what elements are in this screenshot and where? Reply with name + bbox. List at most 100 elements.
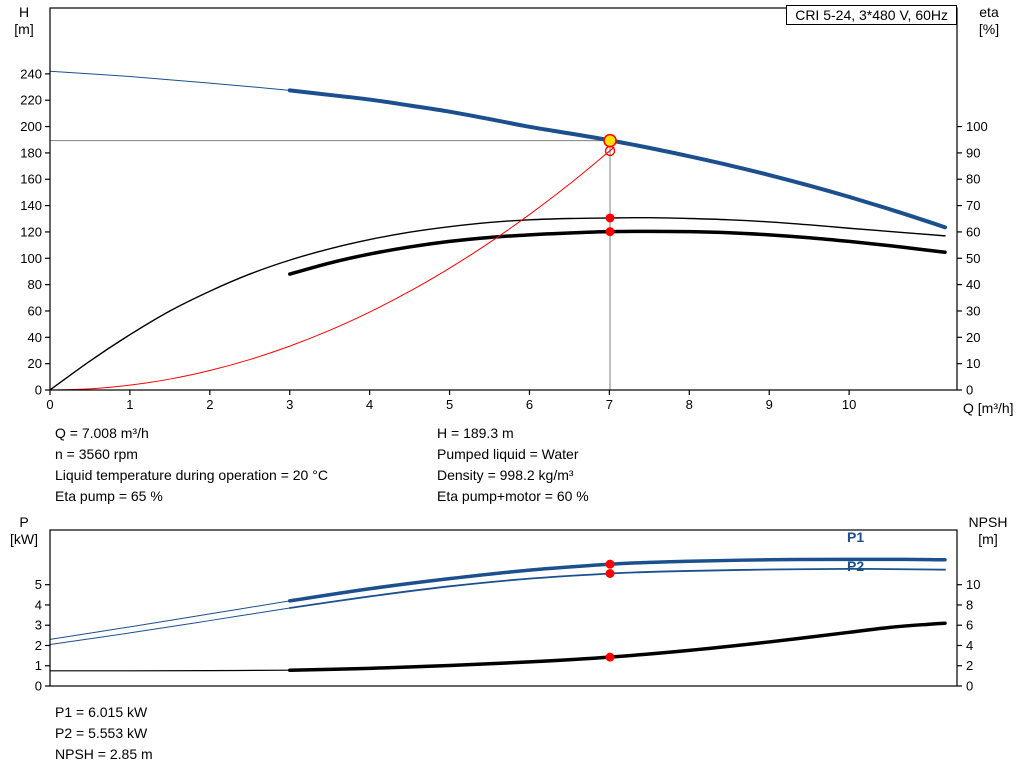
y-left-tick-label: 3: [35, 618, 42, 633]
x-tick-label: 4: [366, 397, 373, 412]
y-left-tick-label: 220: [20, 93, 42, 108]
info-liquid-temp: Liquid temperature during operation = 20…: [55, 467, 328, 483]
x-tick-label: 8: [686, 397, 693, 412]
y-right-tick-label: 20: [966, 330, 980, 345]
info-n: n = 3560 rpm: [55, 446, 138, 462]
y-left-tick-label: 120: [20, 224, 42, 239]
y-left-tick-label: 160: [20, 172, 42, 187]
y-right-tick-label: 60: [966, 224, 980, 239]
y-left-tick-label: 40: [28, 330, 42, 345]
y-right-tick-label: 90: [966, 145, 980, 160]
info-p2: P2 = 5.553 kW: [55, 725, 148, 741]
y-right-tick-label: 40: [966, 277, 980, 292]
y-left-tick-label: 80: [28, 277, 42, 292]
y-left-tick-label: 60: [28, 303, 42, 318]
info-eta-pump-motor: Eta pump+motor = 60 %: [437, 488, 589, 504]
duty-point[interactable]: [603, 133, 617, 148]
duty-info-left: Q = 7.008 m³/h n = 3560 rpm Liquid tempe…: [55, 423, 328, 507]
y-left-tick-label: 20: [28, 356, 42, 371]
duty-info-right: H = 189.3 m Pumped liquid = Water Densit…: [437, 423, 589, 507]
p1-curve-extension: [49, 600, 291, 640]
chart-1: 0204060801001201401601802002202400102030…: [20, 7, 988, 412]
x-tick-label: 2: [206, 397, 213, 412]
chart-2: 0 1 2 3 4 5 0 2 4 6 8 10: [35, 529, 980, 694]
eta-pump-motor-curve: [287, 229, 947, 276]
y-left-tick-label: 140: [20, 198, 42, 213]
h-axis-label-symbol: H: [18, 4, 30, 20]
y-left-tick-label: 2: [35, 638, 42, 653]
y-right-tick-label: 8: [966, 597, 973, 612]
p-axis-label-unit: [kW]: [10, 531, 38, 547]
eta-axis-label-unit: [%]: [978, 21, 1000, 37]
eta-axis-label-symbol: eta: [979, 4, 999, 20]
power-npsh-plot-area[interactable]: [49, 529, 958, 687]
y-left-tick-label: 0: [35, 679, 42, 694]
npsh-axis-label-unit: [m]: [978, 531, 998, 547]
npsh-curve-extension: [49, 669, 291, 672]
p-axis-label-symbol: P: [19, 514, 29, 530]
x-tick-label: 7: [606, 397, 613, 412]
chart-title-box: CRI 5-24, 3*480 V, 60Hz: [786, 5, 957, 25]
info-h: H = 189.3 m: [437, 425, 514, 441]
power-info-block: P1 = 6.015 kW P2 = 5.553 kW NPSH = 2.85 …: [55, 702, 153, 765]
y-left-tick-label: 200: [20, 119, 42, 134]
eta-pump-curve: [49, 216, 946, 391]
info-p1: P1 = 6.015 kW: [55, 704, 148, 720]
y-right-tick-label: 30: [966, 303, 980, 318]
p2-curve: [288, 567, 946, 609]
x-tick-label: 1: [126, 397, 133, 412]
y-left-tick-label: 0: [35, 383, 42, 398]
eta-pump-point: [605, 213, 615, 223]
p1-point: [605, 559, 615, 569]
system-curve-point: [604, 145, 616, 157]
x-tick-label: 0: [46, 397, 53, 412]
p2-curve-extension: [49, 607, 291, 645]
y-right-tick-label: 0: [966, 383, 973, 398]
pump-curve: [287, 88, 948, 230]
x-tick-label: 9: [766, 397, 773, 412]
system-curve: [49, 146, 615, 391]
y-left-tick-label: 180: [20, 145, 42, 160]
npsh-axis-label: NPSH [m]: [958, 514, 1018, 548]
npsh-curve: [287, 621, 947, 672]
x-tick-label: 10: [842, 397, 856, 412]
y-right-tick-label: 50: [966, 251, 980, 266]
y-left-tick-label: 100: [20, 251, 42, 266]
q-axis-label: Q [m³/h]: [963, 400, 1014, 416]
p1-curve: [287, 557, 947, 603]
x-tick-label: 6: [526, 397, 533, 412]
y-right-tick-label: 6: [966, 618, 973, 633]
x-tick-label: 3: [286, 397, 293, 412]
y-right-tick-label: 2: [966, 658, 973, 673]
p-axis-label: P [kW]: [4, 514, 44, 548]
eta-pump-motor-point: [605, 227, 615, 237]
p2-curve-label: P2: [847, 558, 865, 574]
y-left-tick-label: 5: [35, 577, 42, 592]
y-right-tick-label: 10: [966, 356, 980, 371]
pump-curve-extension: [49, 70, 291, 91]
axis-ticks: 0204060801001201401601802002202400102030…: [20, 66, 987, 412]
info-eta-pump: Eta pump = 65 %: [55, 488, 163, 504]
info-pumped-liquid: Pumped liquid = Water: [437, 446, 579, 462]
npsh-axis-label-symbol: NPSH: [968, 514, 1008, 530]
y-left-tick-label: 240: [20, 66, 42, 81]
x-tick-label: 5: [446, 397, 453, 412]
h-axis-label: H [m]: [4, 4, 44, 38]
info-density: Density = 998.2 kg/m³: [437, 467, 574, 483]
y-right-tick-label: 100: [966, 119, 988, 134]
info-npsh: NPSH = 2.85 m: [55, 746, 153, 762]
hq-plot-area[interactable]: [49, 7, 958, 391]
h-axis-label-unit: [m]: [14, 21, 34, 37]
y-right-tick-label: 0: [966, 679, 973, 694]
eta-axis-label: eta [%]: [966, 4, 1012, 38]
p2-point: [605, 568, 615, 578]
info-q: Q = 7.008 m³/h: [55, 425, 149, 441]
y-left-tick-label: 1: [35, 658, 42, 673]
y-right-tick-label: 80: [966, 172, 980, 187]
y-right-tick-label: 70: [966, 198, 980, 213]
p1-curve-label: P1: [847, 529, 865, 545]
y-left-tick-label: 4: [35, 597, 42, 612]
npsh-point: [605, 652, 615, 662]
y-right-tick-label: 4: [966, 638, 973, 653]
